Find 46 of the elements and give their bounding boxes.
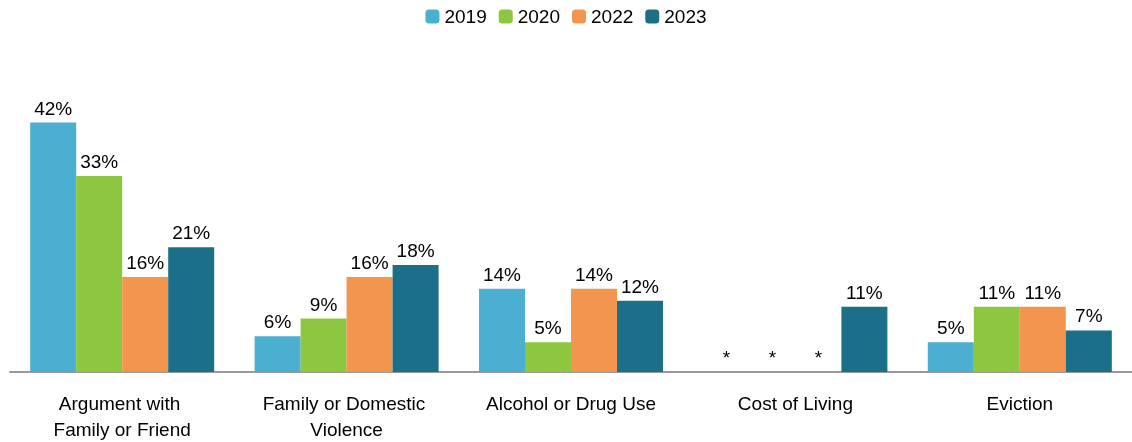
bar: [76, 175, 123, 372]
data-label: 7%: [1075, 305, 1103, 327]
data-label: 33%: [80, 150, 119, 172]
data-label: 6%: [263, 311, 292, 333]
bar: [525, 342, 571, 372]
bar: [122, 276, 169, 372]
bar: [392, 265, 439, 372]
bar: [973, 306, 1020, 372]
x-tick-label: Alcohol or Drug Use: [485, 392, 657, 414]
bar: [168, 247, 215, 372]
bar: [841, 306, 888, 372]
bar: [1065, 330, 1112, 372]
bar: [479, 288, 525, 372]
bar: [30, 122, 77, 372]
data-label: 16%: [126, 251, 165, 273]
data-label: 14%: [574, 263, 614, 285]
data-label: 5%: [937, 317, 965, 339]
text: *: [814, 347, 823, 368]
legend-label: 2020: [517, 6, 561, 27]
bar: [346, 276, 393, 372]
data-label: 11%: [1024, 281, 1062, 303]
data-label: 18%: [396, 240, 435, 262]
bar: [1019, 306, 1066, 372]
data-label: 42%: [34, 97, 73, 119]
data-label: 14%: [482, 263, 522, 285]
data-label: 5%: [534, 317, 562, 339]
x-tick-label: Eviction: [986, 392, 1054, 414]
bar: [571, 288, 617, 372]
text: *: [722, 347, 731, 368]
text: *: [768, 347, 777, 368]
legend-label: 2019: [444, 6, 487, 27]
x-tick-label: Cost of Living: [737, 392, 853, 414]
x-tick-label: Argument with Family or Friend: [53, 392, 191, 440]
data-label: 16%: [350, 251, 389, 273]
bar: [927, 342, 974, 372]
bar: [300, 318, 347, 372]
data-label: 9%: [309, 293, 338, 315]
legend-label: 2023: [664, 6, 707, 27]
bar: [254, 336, 301, 372]
x-tick-label: Family or Domestic Violence: [262, 392, 431, 440]
data-label: 11%: [978, 281, 1016, 303]
bar: [617, 300, 663, 372]
data-label: 12%: [620, 275, 660, 297]
data-label: 21%: [172, 222, 211, 244]
data-label: 11%: [846, 281, 883, 303]
legend-label: 2022: [591, 6, 634, 27]
